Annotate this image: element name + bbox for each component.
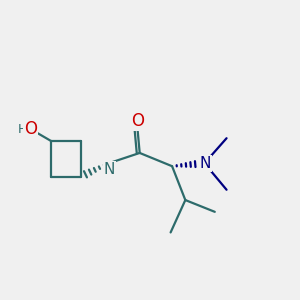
Text: N: N (200, 156, 211, 171)
Text: O: O (24, 120, 37, 138)
Text: N: N (104, 162, 115, 177)
Text: O: O (131, 112, 144, 130)
Text: H: H (103, 168, 112, 181)
Text: H: H (18, 123, 27, 136)
